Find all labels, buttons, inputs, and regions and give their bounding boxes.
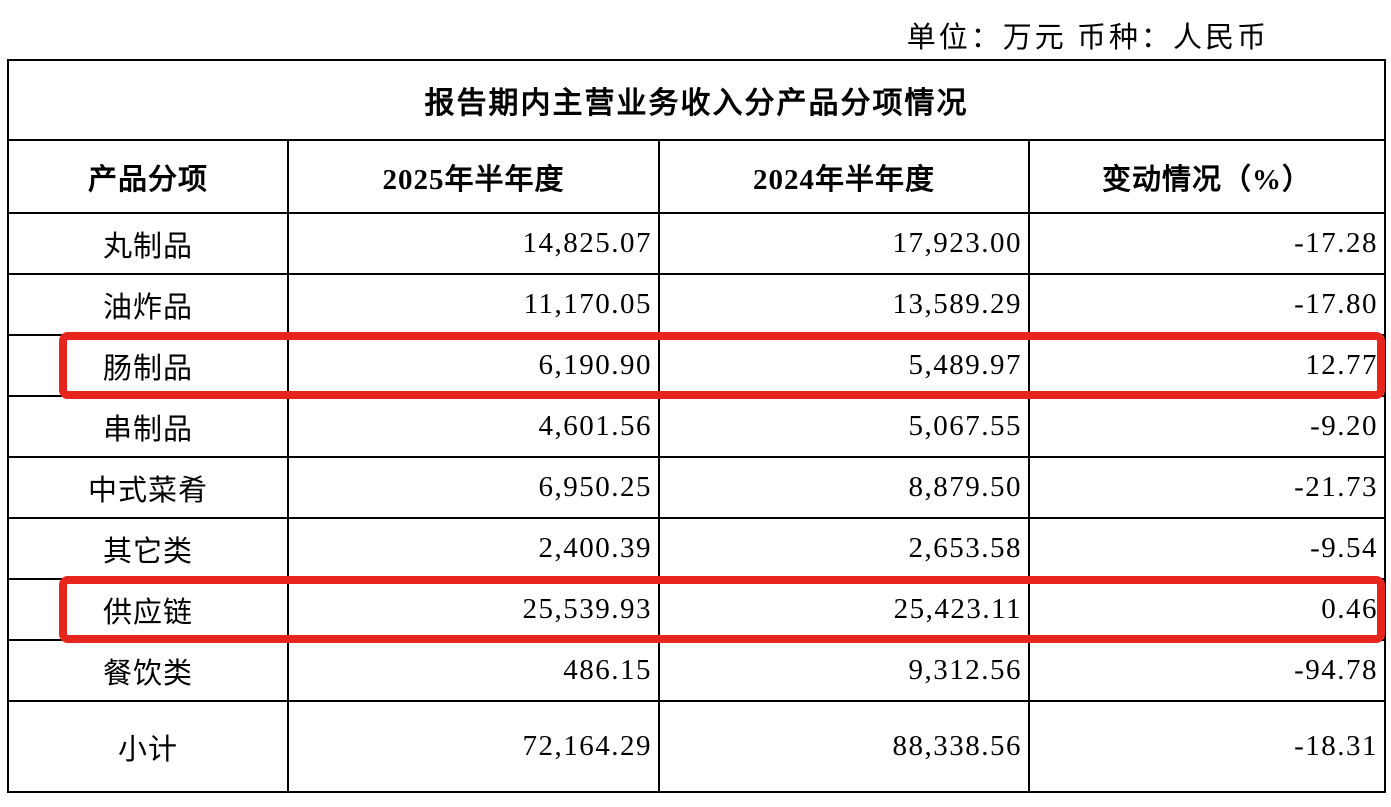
table-row: 串制品 4,601.56 5,067.55 -9.20 xyxy=(7,395,1386,458)
column-header-2024-half-year: 2024年半年度 xyxy=(658,139,1030,214)
change-percent-cell: 0.46 xyxy=(1028,578,1386,641)
product-name-cell: 油炸品 xyxy=(7,273,289,336)
table-head: 报告期内主营业务收入分产品分项情况 产品分项 2025年半年度 2024年半年度… xyxy=(7,59,1386,214)
table-body: 丸制品 14,825.07 17,923.00 -17.28 油炸品 11,17… xyxy=(7,212,1386,793)
value-2025-cell: 6,190.90 xyxy=(287,334,660,397)
value-2024-cell: 5,489.97 xyxy=(658,334,1030,397)
table-row: 丸制品 14,825.07 17,923.00 -17.28 xyxy=(7,212,1386,275)
column-header-product: 产品分项 xyxy=(7,139,289,214)
value-2025-cell: 2,400.39 xyxy=(287,517,660,580)
product-name-cell: 丸制品 xyxy=(7,212,289,275)
table-row: 肠制品 6,190.90 5,489.97 12.77 xyxy=(7,334,1386,397)
value-2025-cell: 11,170.05 xyxy=(287,273,660,336)
value-2024-cell: 9,312.56 xyxy=(658,639,1030,702)
product-name-cell: 肠制品 xyxy=(7,334,289,397)
value-2025-cell: 14,825.07 xyxy=(287,212,660,275)
table-row: 供应链 25,539.93 25,423.11 0.46 xyxy=(7,578,1386,641)
product-name-cell: 中式菜肴 xyxy=(7,456,289,519)
column-header-change-percent: 变动情况（%） xyxy=(1028,139,1386,214)
table-row: 油炸品 11,170.05 13,589.29 -17.80 xyxy=(7,273,1386,336)
column-header-2025-half-year: 2025年半年度 xyxy=(287,139,660,214)
change-percent-cell: -9.54 xyxy=(1028,517,1386,580)
change-percent-cell: -17.80 xyxy=(1028,273,1386,336)
value-2024-cell: 5,067.55 xyxy=(658,395,1030,458)
change-percent-cell: -9.20 xyxy=(1028,395,1386,458)
product-name-cell: 串制品 xyxy=(7,395,289,458)
table-row: 其它类 2,400.39 2,653.58 -9.54 xyxy=(7,517,1386,580)
table-row: 餐饮类 486.15 9,312.56 -94.78 xyxy=(7,639,1386,702)
revenue-by-product-table: 报告期内主营业务收入分产品分项情况 产品分项 2025年半年度 2024年半年度… xyxy=(7,59,1386,793)
value-2024-cell: 25,423.11 xyxy=(658,578,1030,641)
table-row: 小计 72,164.29 88,338.56 -18.31 xyxy=(7,700,1386,793)
product-name-cell: 小计 xyxy=(7,700,289,793)
value-2024-cell: 88,338.56 xyxy=(658,700,1030,793)
value-2025-cell: 486.15 xyxy=(287,639,660,702)
value-2025-cell: 72,164.29 xyxy=(287,700,660,793)
value-2025-cell: 4,601.56 xyxy=(287,395,660,458)
change-percent-cell: -21.73 xyxy=(1028,456,1386,519)
unit-currency-note: 单位：万元 币种：人民币 xyxy=(906,22,1269,54)
change-percent-cell: -17.28 xyxy=(1028,212,1386,275)
change-percent-cell: 12.77 xyxy=(1028,334,1386,397)
table-row: 中式菜肴 6,950.25 8,879.50 -21.73 xyxy=(7,456,1386,519)
value-2024-cell: 13,589.29 xyxy=(658,273,1030,336)
value-2024-cell: 2,653.58 xyxy=(658,517,1030,580)
value-2024-cell: 8,879.50 xyxy=(658,456,1030,519)
column-header-row: 产品分项 2025年半年度 2024年半年度 变动情况（%） xyxy=(7,139,1386,214)
value-2024-cell: 17,923.00 xyxy=(658,212,1030,275)
table-title: 报告期内主营业务收入分产品分项情况 xyxy=(7,59,1386,141)
product-name-cell: 其它类 xyxy=(7,517,289,580)
table-title-row: 报告期内主营业务收入分产品分项情况 xyxy=(7,59,1386,141)
value-2025-cell: 25,539.93 xyxy=(287,578,660,641)
change-percent-cell: -94.78 xyxy=(1028,639,1386,702)
product-name-cell: 供应链 xyxy=(7,578,289,641)
product-name-cell: 餐饮类 xyxy=(7,639,289,702)
value-2025-cell: 6,950.25 xyxy=(287,456,660,519)
change-percent-cell: -18.31 xyxy=(1028,700,1386,793)
